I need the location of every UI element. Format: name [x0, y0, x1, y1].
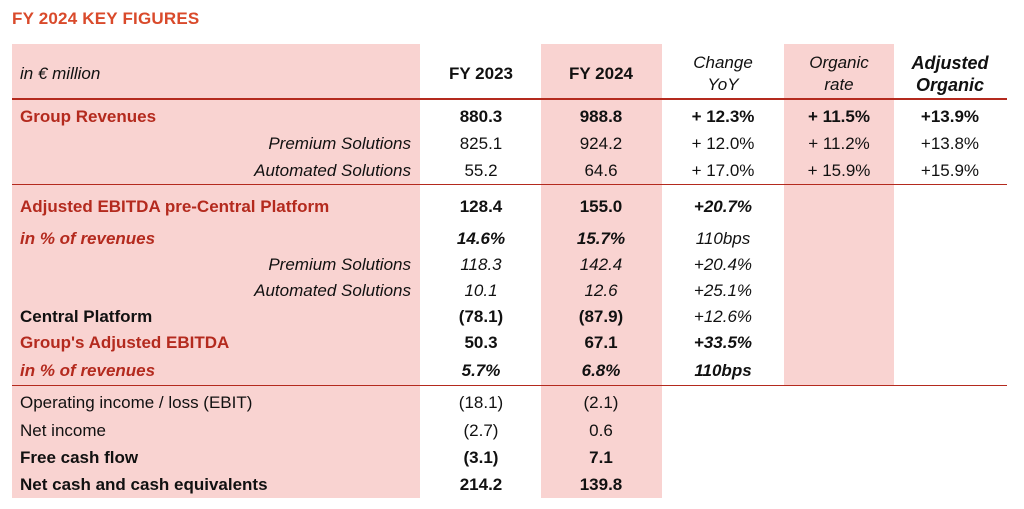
table-row-premium-solutions-ebitda: Premium Solutions 118.3 142.4 +20.4% — [0, 252, 1024, 278]
value-adjusted-organic: +15.9% — [920, 161, 980, 180]
table-row-free-cash-flow: Free cash flow (3.1) 7.1 — [0, 445, 1024, 471]
table-row-group-margin: in % of revenues 5.7% 6.8% 110bps — [0, 358, 1024, 384]
value-fy2024: 6.8% — [581, 361, 621, 380]
table-row-premium-solutions: Premium Solutions 825.1 924.2 + 12.0% + … — [0, 131, 1024, 157]
value-fy2024: 924.2 — [579, 134, 623, 153]
table-row-net-income: Net income (2.7) 0.6 — [0, 418, 1024, 444]
row-label: in % of revenues — [20, 229, 156, 248]
table-row-ebit: Operating income / loss (EBIT) (18.1) (2… — [0, 390, 1024, 416]
fy2024-column-shade — [541, 44, 662, 498]
value-organic: + 11.2% — [808, 134, 870, 153]
value-change: +33.5% — [693, 333, 753, 352]
value-fy2024: 139.8 — [579, 475, 623, 494]
label-column-shade — [12, 44, 420, 498]
row-label: Group Revenues — [20, 107, 157, 126]
table-row-automated-solutions-ebitda: Automated Solutions 10.1 12.6 +25.1% — [0, 278, 1024, 304]
value-adjusted-organic: +13.8% — [920, 134, 980, 153]
value-fy2023: (3.1) — [463, 448, 499, 467]
value-fy2023: 880.3 — [459, 107, 503, 126]
value-fy2023: (18.1) — [458, 393, 504, 412]
value-fy2023: 118.3 — [460, 255, 502, 274]
col-header-fy2024: FY 2024 — [569, 64, 633, 83]
row-label: Automated Solutions — [254, 161, 411, 180]
value-fy2023: 128.4 — [459, 197, 503, 216]
table-row-group-revenues: Group Revenues 880.3 988.8 + 12.3% + 11.… — [0, 104, 1024, 130]
value-fy2023: 10.1 — [464, 281, 498, 300]
section-divider-ebitda — [12, 184, 1007, 185]
value-organic: + 15.9% — [807, 161, 871, 180]
value-fy2023: 5.7% — [461, 361, 501, 380]
row-label: Premium Solutions — [268, 134, 411, 153]
col-header-adjusted-organic: Adjusted Organic — [911, 53, 989, 95]
value-fy2024: 155.0 — [579, 197, 623, 216]
value-fy2023: (2.7) — [463, 421, 499, 440]
value-change: + 17.0% — [691, 161, 755, 180]
value-fy2024: (2.1) — [583, 393, 619, 412]
value-fy2024: (87.9) — [578, 307, 624, 326]
value-change: 110bps — [695, 229, 751, 248]
row-label: Net income — [20, 421, 106, 440]
value-adjusted-organic: +13.9% — [920, 107, 980, 126]
col-header-change: Change YoY — [693, 53, 753, 94]
value-fy2024: 15.7% — [576, 229, 626, 248]
value-fy2023: 50.3 — [464, 333, 498, 352]
row-label: Free cash flow — [20, 448, 139, 467]
value-fy2024: 64.6 — [584, 161, 618, 180]
value-fy2024: 988.8 — [579, 107, 623, 126]
value-change: + 12.0% — [691, 134, 755, 153]
row-label: Adjusted EBITDA pre-Central Platform — [20, 197, 330, 216]
table-row-central-platform: Central Platform (78.1) (87.9) +12.6% — [0, 304, 1024, 330]
unit-label: in € million — [20, 64, 101, 83]
col-header-organic: Organic rate — [809, 53, 869, 94]
organic-column-shade — [784, 44, 894, 385]
page-title: FY 2024 KEY FIGURES — [12, 9, 200, 28]
row-label: Net cash and cash equivalents — [20, 475, 268, 494]
header-divider — [12, 98, 1007, 100]
value-fy2023: 825.1 — [459, 134, 503, 153]
value-fy2024: 7.1 — [589, 448, 613, 467]
value-fy2024: 142.4 — [579, 255, 623, 274]
row-label: Automated Solutions — [254, 281, 411, 300]
value-fy2023: 55.2 — [464, 161, 498, 180]
section-divider-ebit — [12, 385, 1007, 386]
value-fy2024: 0.6 — [589, 421, 613, 440]
row-label: Premium Solutions — [268, 255, 411, 274]
value-fy2023: 214.2 — [459, 475, 503, 494]
row-label: Group's Adjusted EBITDA — [20, 333, 230, 352]
table-row-adjusted-ebitda-pre-cp: Adjusted EBITDA pre-Central Platform 128… — [0, 194, 1024, 220]
value-organic: + 11.5% — [808, 107, 870, 126]
table-row-automated-solutions: Automated Solutions 55.2 64.6 + 17.0% + … — [0, 158, 1024, 184]
col-header-fy2023: FY 2023 — [449, 64, 513, 83]
row-label: Central Platform — [20, 307, 153, 326]
value-change: +12.6% — [693, 307, 753, 326]
table-row-net-cash: Net cash and cash equivalents 214.2 139.… — [0, 472, 1024, 498]
value-change: 110bps — [694, 361, 752, 380]
value-fy2023: (78.1) — [458, 307, 504, 326]
table-row-margin-pre-cp: in % of revenues 14.6% 15.7% 110bps — [0, 226, 1024, 252]
row-label: Operating income / loss (EBIT) — [20, 393, 253, 412]
value-fy2023: 14.6% — [456, 229, 506, 248]
value-change: +20.4% — [693, 255, 753, 274]
value-fy2024: 12.6 — [584, 281, 618, 300]
value-change: +20.7% — [693, 197, 753, 216]
value-change: + 12.3% — [691, 107, 755, 126]
value-fy2024: 67.1 — [584, 333, 618, 352]
table-row-group-adjusted-ebitda: Group's Adjusted EBITDA 50.3 67.1 +33.5% — [0, 330, 1024, 356]
row-label: in % of revenues — [20, 361, 156, 380]
value-change: +25.1% — [693, 281, 753, 300]
